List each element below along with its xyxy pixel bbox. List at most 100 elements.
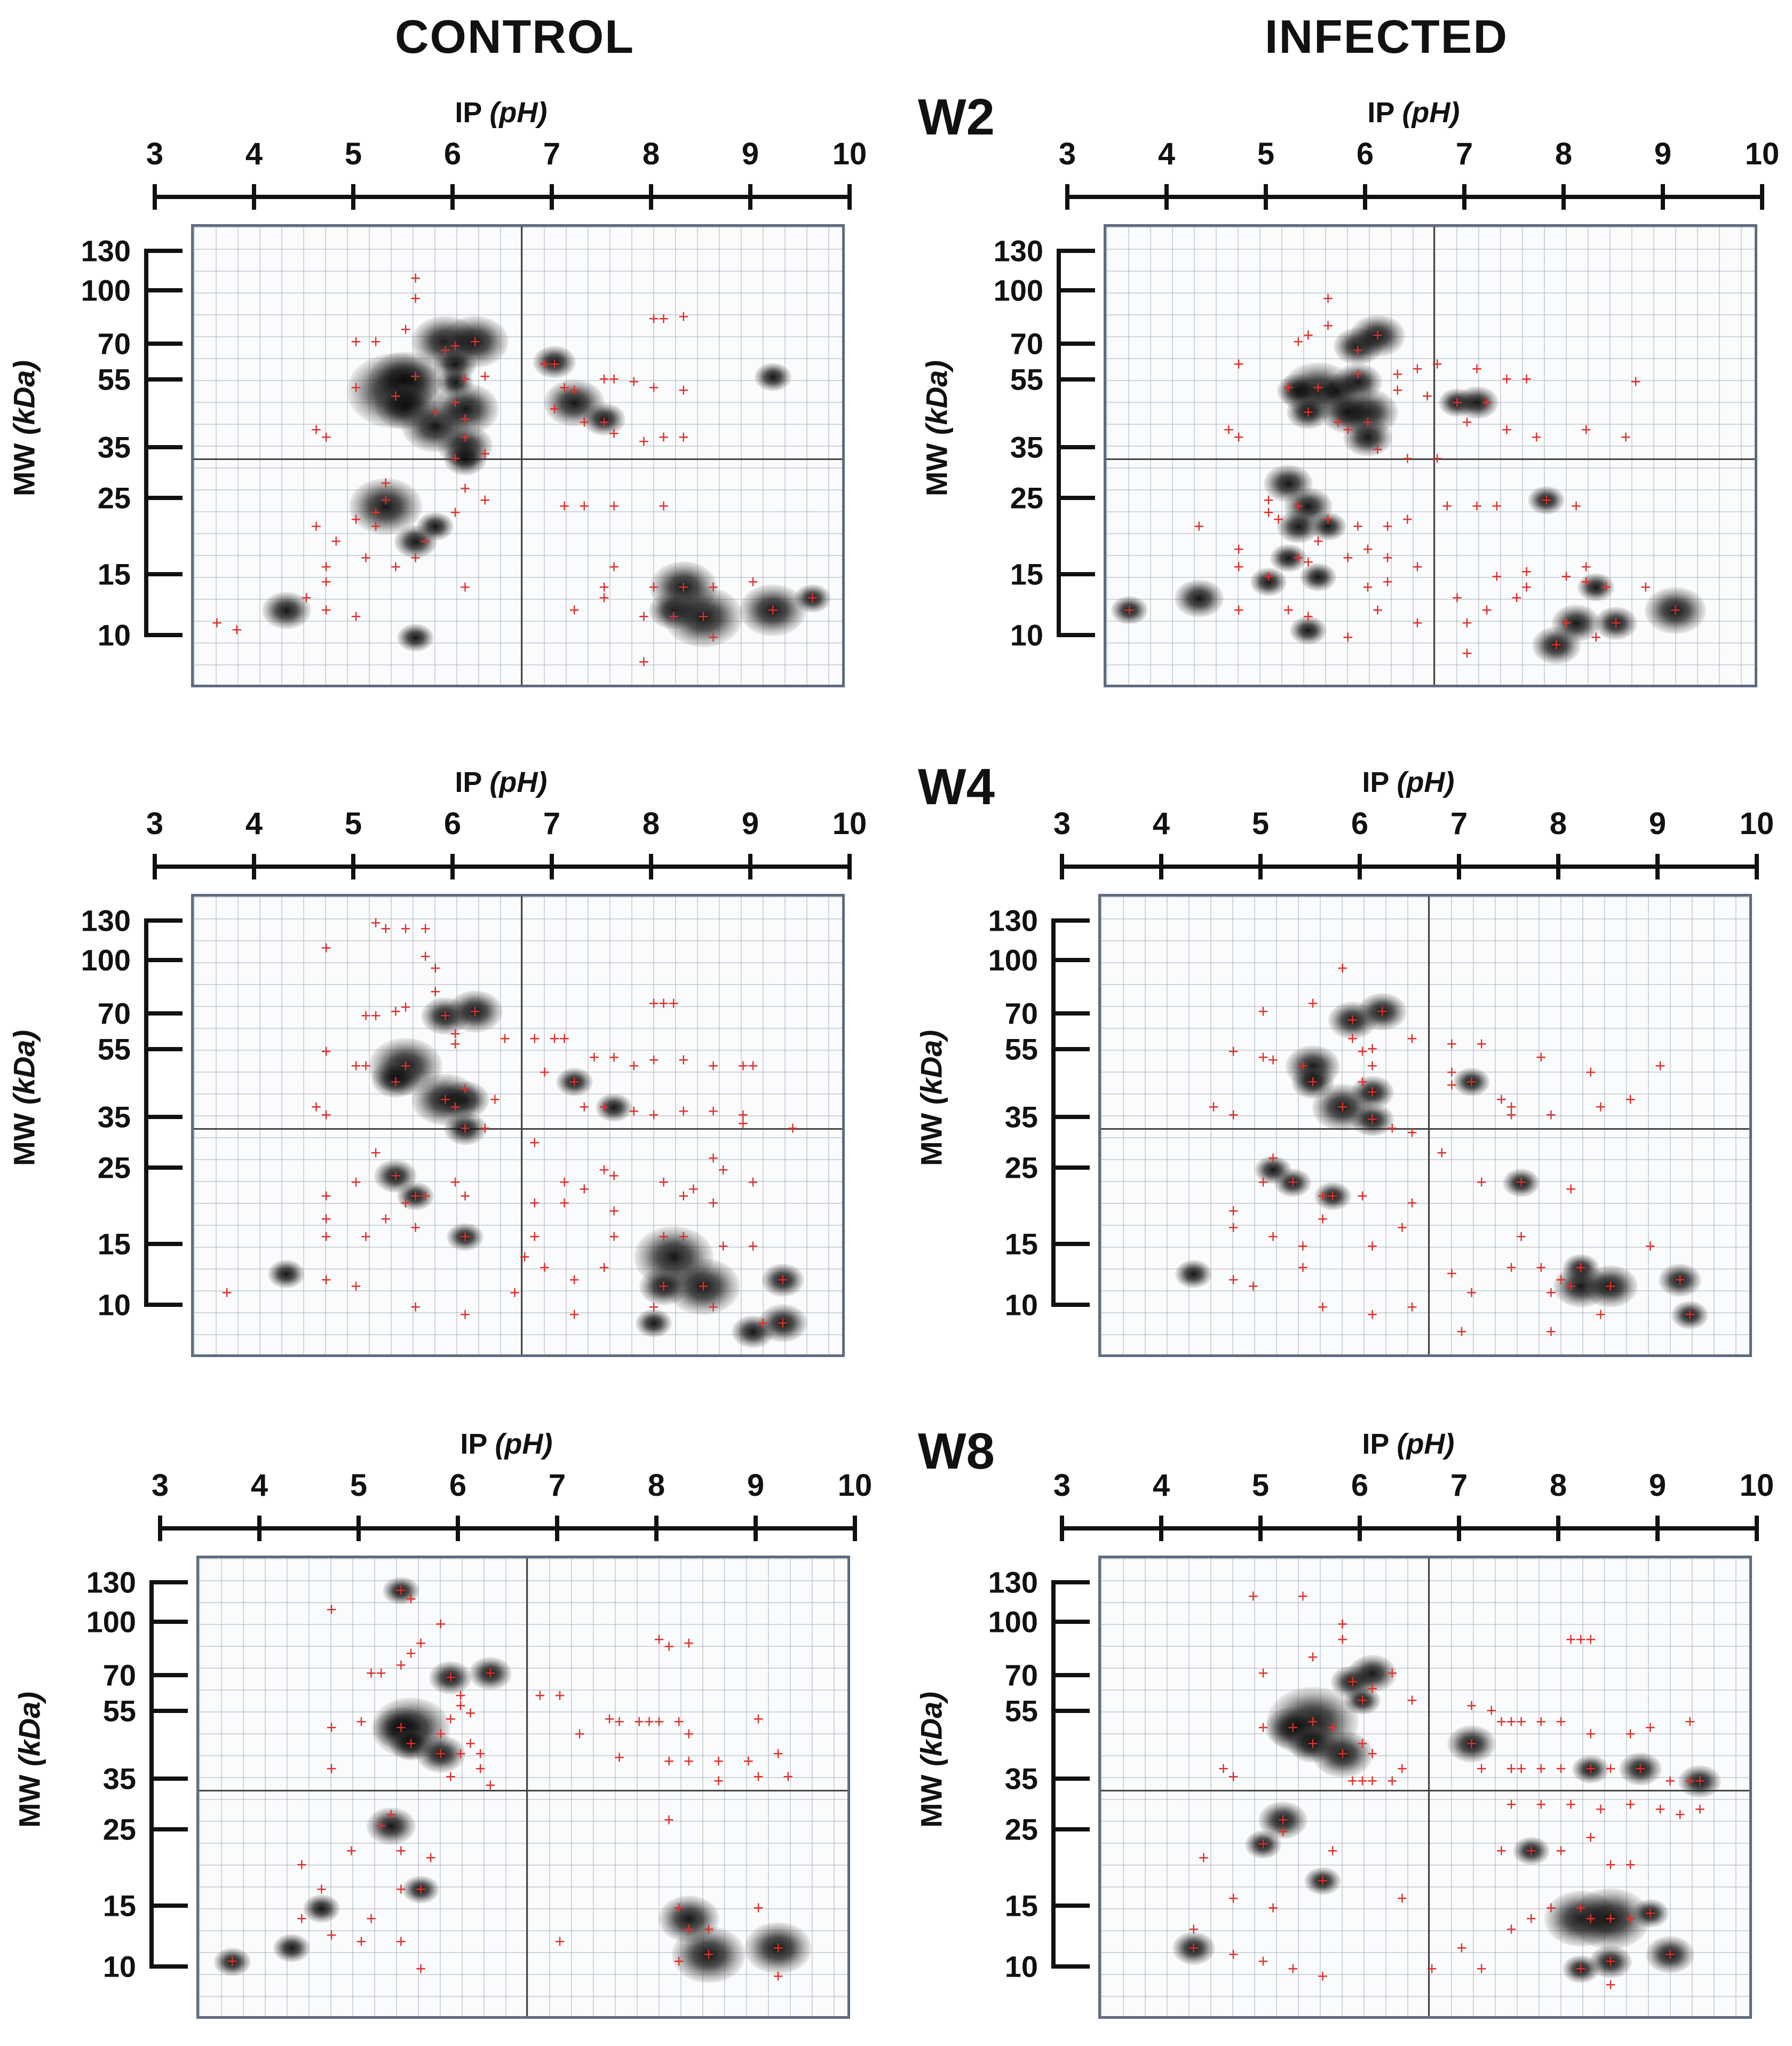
spot-marker: + — [673, 1898, 685, 1918]
spot-marker: + — [1412, 359, 1423, 379]
protein-spot — [663, 586, 743, 647]
spot-marker: + — [420, 1186, 431, 1207]
gel-divider-vertical — [520, 227, 522, 685]
spot-marker: + — [1267, 1226, 1279, 1247]
ph-tick — [748, 854, 752, 879]
spot-marker: + — [1258, 1663, 1268, 1684]
mw-tick-label: 15 — [97, 1227, 131, 1261]
mw-axis-line — [1051, 1582, 1056, 1966]
ph-tick — [1159, 1516, 1163, 1541]
spot-marker: + — [321, 938, 332, 958]
spot-marker: + — [1372, 439, 1383, 460]
spot-marker: + — [1367, 1038, 1378, 1059]
spot-marker: + — [1392, 363, 1403, 384]
spot-marker: + — [1585, 1758, 1596, 1779]
mw-tick — [144, 572, 183, 577]
ph-tick — [1457, 1516, 1461, 1541]
spot-marker: + — [465, 1733, 476, 1754]
spot-marker: + — [644, 1711, 655, 1732]
spot-marker: + — [479, 443, 490, 464]
mw-axis-line — [144, 251, 148, 635]
spot-marker: + — [683, 1632, 694, 1653]
spot-marker: + — [1466, 1282, 1477, 1303]
spot-marker: + — [410, 268, 421, 289]
protein-spot — [672, 1926, 746, 1984]
spot-marker: + — [1446, 1263, 1457, 1284]
spot-marker: + — [1664, 1944, 1676, 1965]
spot-marker: + — [360, 548, 371, 568]
mw-tick-label: 70 — [1010, 327, 1043, 361]
spot-marker: + — [748, 572, 758, 592]
spot-marker: + — [1273, 509, 1284, 529]
spot-marker: + — [1303, 552, 1314, 573]
ip-axis-title: IP (pH) — [1362, 766, 1454, 799]
mw-tick-label: 10 — [1004, 1288, 1038, 1322]
spot-marker: + — [1347, 1671, 1358, 1692]
spot-marker: + — [599, 588, 609, 608]
mw-tick — [144, 1242, 183, 1247]
spot-marker: + — [648, 993, 659, 1013]
spot-marker: + — [1585, 1061, 1596, 1082]
spot-marker: + — [1307, 1072, 1318, 1092]
spot-marker: + — [683, 1751, 694, 1772]
spot-marker: + — [663, 1636, 675, 1657]
spot-marker: + — [1337, 1629, 1348, 1650]
spot-marker: + — [1367, 1236, 1378, 1257]
protein-spot — [639, 1267, 688, 1305]
spot-marker: + — [420, 918, 431, 939]
mw-tick-label: 15 — [1010, 557, 1043, 591]
mw-tick-label: 10 — [97, 1288, 131, 1322]
spot-marker: + — [435, 1723, 446, 1744]
protein-spot — [1270, 544, 1307, 573]
spot-marker: + — [1124, 600, 1135, 621]
gel-divider-vertical — [1433, 227, 1435, 685]
spot-marker: + — [459, 1078, 471, 1099]
spot-marker: + — [1436, 1143, 1447, 1163]
ip-axis-unit: (pH) — [489, 97, 548, 129]
spot-marker: + — [311, 516, 322, 537]
mw-tick-label: 55 — [97, 362, 131, 396]
spot-marker: + — [351, 377, 361, 398]
spot-marker: + — [356, 1931, 367, 1952]
spot-marker: + — [459, 576, 471, 597]
mw-tick — [144, 445, 183, 450]
spot-marker: + — [1625, 1723, 1636, 1744]
spot-marker: + — [1233, 557, 1244, 577]
spot-marker: + — [390, 1001, 401, 1022]
protein-spot — [437, 368, 474, 396]
spot-marker: + — [1233, 600, 1244, 621]
mw-tick-label: 70 — [97, 327, 131, 361]
spot-marker: + — [1258, 1834, 1268, 1854]
spot-marker: + — [406, 1733, 416, 1754]
spot-marker: + — [608, 1226, 620, 1247]
spot-marker: + — [360, 1005, 371, 1026]
spot-marker: + — [380, 490, 391, 511]
spot-marker: + — [1595, 1799, 1606, 1820]
spot-marker: + — [221, 1282, 233, 1303]
spot-marker: + — [554, 1931, 565, 1952]
spot-marker: + — [1670, 600, 1681, 621]
protein-spot — [1632, 1899, 1669, 1928]
spot-marker: + — [1337, 958, 1348, 979]
spot-marker: + — [370, 1005, 382, 1026]
mw-tick-label: 100 — [86, 1605, 136, 1639]
ph-tick — [158, 1516, 162, 1541]
mw-tick-label: 35 — [1010, 430, 1043, 464]
gel-image: + + + + + + + + + + + + + + + + + + + + + + + + + + + + + + + + + + + + + + + +… — [1104, 224, 1757, 687]
spot-marker: + — [1303, 325, 1314, 346]
mw-axis-unit: (kDa) — [919, 360, 954, 435]
spot-marker: + — [1551, 635, 1562, 655]
spot-marker: + — [1367, 1304, 1378, 1325]
spot-marker: + — [430, 402, 441, 423]
spot-marker: + — [1397, 1217, 1408, 1238]
spot-marker: + — [1625, 1854, 1636, 1875]
spot-marker: + — [430, 958, 441, 979]
spot-marker: + — [1228, 1944, 1239, 1965]
spot-marker: + — [1471, 359, 1482, 379]
spot-marker: + — [1585, 1629, 1596, 1650]
mw-tick-label: 55 — [1004, 1694, 1038, 1728]
week-label-w4: W4 — [918, 758, 995, 815]
spot-marker: + — [459, 478, 471, 499]
spot-marker: + — [465, 1703, 476, 1724]
spot-marker: + — [390, 386, 401, 407]
